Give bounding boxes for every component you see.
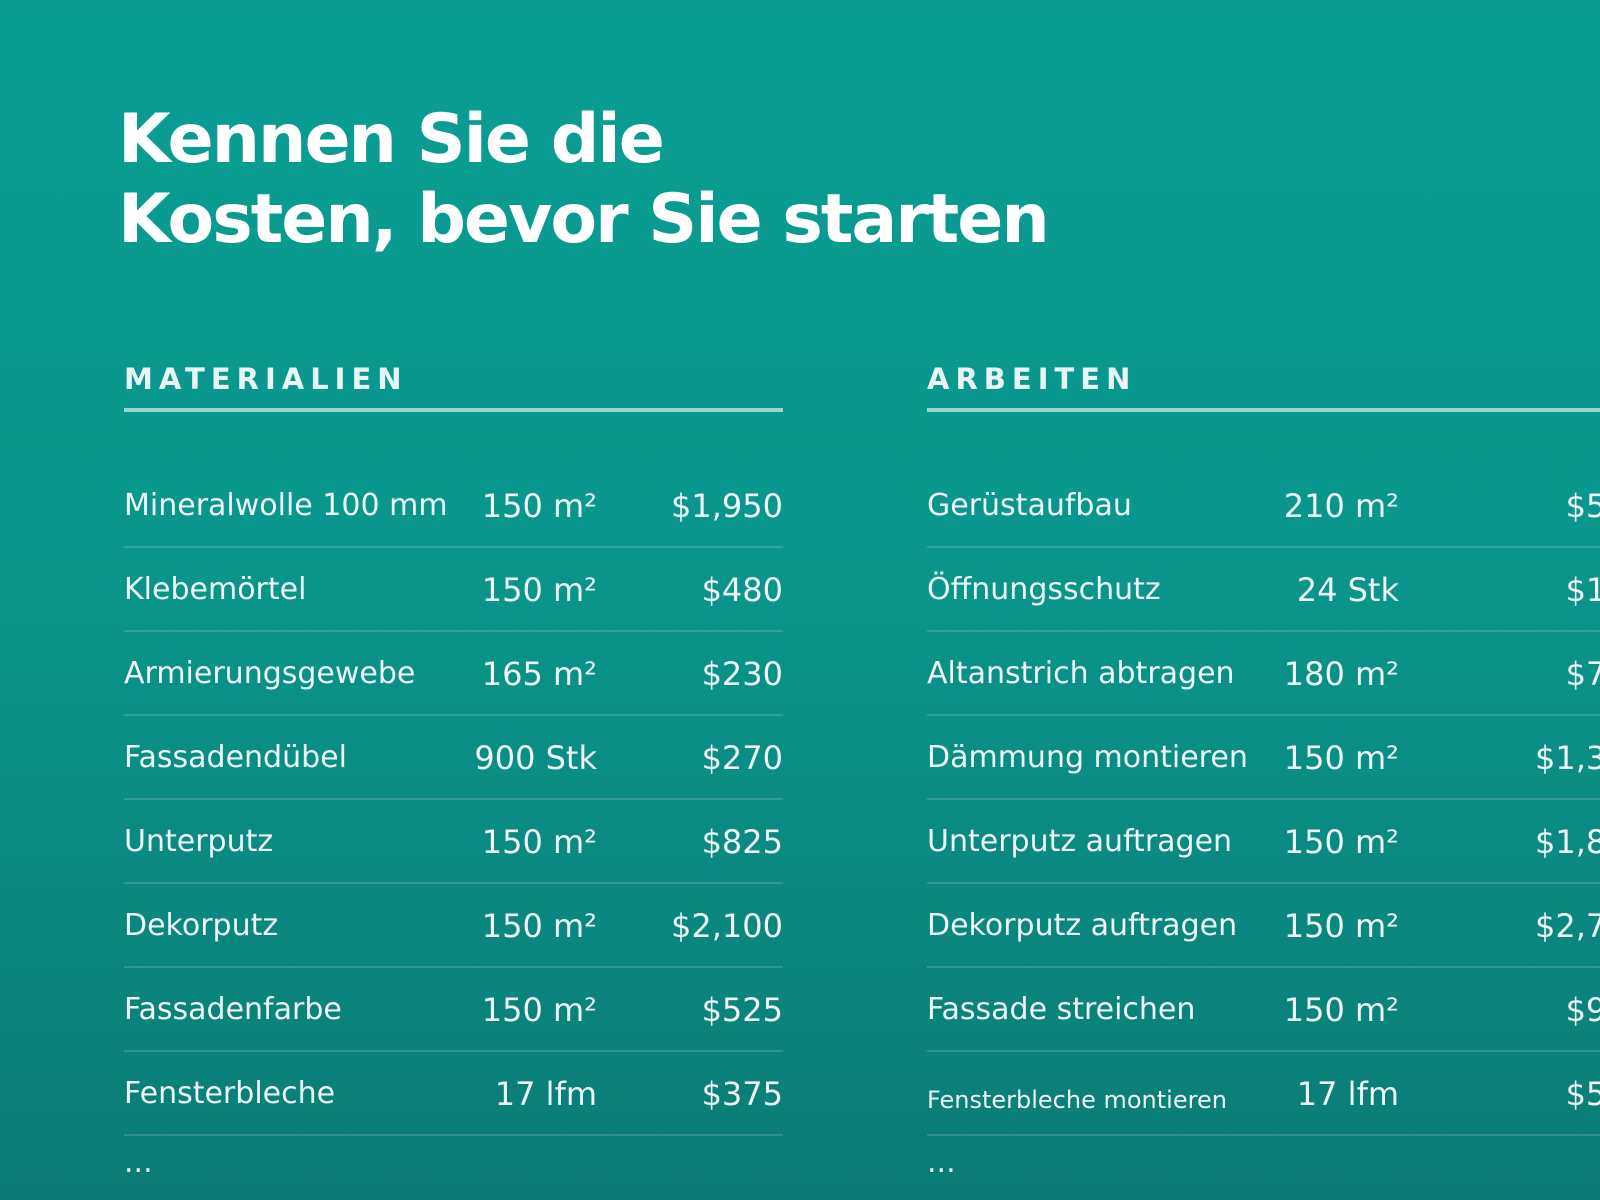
item-cost: $375 bbox=[701, 1075, 783, 1113]
item-quantity: 150 m² bbox=[1283, 991, 1399, 1029]
item-quantity: 150 m² bbox=[481, 907, 597, 945]
item-quantity: 17 lfm bbox=[494, 1075, 597, 1113]
labor-more-indicator: ... bbox=[927, 1145, 956, 1180]
table-row: Mineralwolle 100 mm 150 m² $1,950 bbox=[124, 464, 783, 548]
item-quantity: 150 m² bbox=[481, 823, 597, 861]
labor-list: Gerüstaufbau 210 m² $525 Öffnungsschutz … bbox=[927, 464, 1600, 1136]
item-name: Fassadendübel bbox=[124, 740, 347, 775]
item-cost: $900 bbox=[1565, 991, 1600, 1029]
item-quantity: 900 Stk bbox=[474, 739, 597, 777]
item-cost: $525 bbox=[701, 991, 783, 1029]
item-name: Fensterbleche bbox=[124, 1076, 336, 1111]
table-row: Öffnungsschutz 24 Stk $190 bbox=[927, 548, 1600, 632]
title-line-1: Kennen Sie die bbox=[118, 100, 665, 179]
item-name: Gerüstaufbau bbox=[927, 488, 1132, 523]
item-name: Mineralwolle 100 mm bbox=[124, 488, 448, 523]
materials-heading: MATERIALIEN bbox=[124, 360, 783, 412]
item-cost: $720 bbox=[1565, 655, 1600, 693]
item-name: Dekorputz auftragen bbox=[927, 908, 1238, 943]
table-row: Fensterbleche montieren 17 lfm $510 bbox=[927, 1052, 1600, 1136]
title-line-2: Kosten, bevor Sie starten bbox=[118, 180, 1050, 259]
item-cost: $525 bbox=[1565, 487, 1600, 525]
item-quantity: 150 m² bbox=[481, 487, 597, 525]
table-row: Fassadendübel 900 Stk $270 bbox=[124, 716, 783, 800]
labor-heading: ARBEITEN bbox=[927, 360, 1600, 412]
item-cost: $190 bbox=[1565, 571, 1600, 609]
table-row: Altanstrich abtragen 180 m² $720 bbox=[927, 632, 1600, 716]
table-row: Dekorputz auftragen 150 m² $2,700 bbox=[927, 884, 1600, 968]
item-quantity: 24 Stk bbox=[1296, 571, 1399, 609]
item-name: Dekorputz bbox=[124, 908, 279, 943]
page-title: Kennen Sie die Kosten, bevor Sie starten bbox=[118, 100, 1118, 260]
item-cost: $1,350 bbox=[1535, 739, 1600, 777]
item-quantity: 210 m² bbox=[1283, 487, 1399, 525]
table-row: Gerüstaufbau 210 m² $525 bbox=[927, 464, 1600, 548]
item-cost: $480 bbox=[701, 571, 783, 609]
item-cost: $825 bbox=[701, 823, 783, 861]
item-name: Dämmung montieren bbox=[927, 740, 1248, 775]
item-cost: $2,700 bbox=[1535, 907, 1600, 945]
item-quantity: 17 lfm bbox=[1296, 1075, 1399, 1113]
table-row: Fassade streichen 150 m² $900 bbox=[927, 968, 1600, 1052]
item-name: Armierungsgewebe bbox=[124, 656, 416, 691]
item-name: Fensterbleche montieren bbox=[927, 1086, 1227, 1114]
materials-more-indicator: ... bbox=[124, 1145, 153, 1180]
item-quantity: 150 m² bbox=[1283, 823, 1399, 861]
item-name: Fassade streichen bbox=[927, 992, 1196, 1027]
item-cost: $230 bbox=[701, 655, 783, 693]
item-quantity: 150 m² bbox=[481, 991, 597, 1029]
item-name: Altanstrich abtragen bbox=[927, 656, 1235, 691]
table-row: Dekorputz 150 m² $2,100 bbox=[124, 884, 783, 968]
item-name: Öffnungsschutz bbox=[927, 572, 1161, 607]
materials-list: Mineralwolle 100 mm 150 m² $1,950 Klebem… bbox=[124, 464, 783, 1136]
item-quantity: 150 m² bbox=[1283, 907, 1399, 945]
item-cost: $270 bbox=[701, 739, 783, 777]
item-cost: $1,800 bbox=[1535, 823, 1600, 861]
item-cost: $2,100 bbox=[671, 907, 783, 945]
table-row: Fensterbleche 17 lfm $375 bbox=[124, 1052, 783, 1136]
materials-section: MATERIALIEN Mineralwolle 100 mm 150 m² $… bbox=[124, 360, 783, 1136]
item-name: Unterputz bbox=[124, 824, 274, 859]
item-name: Unterputz auftragen bbox=[927, 824, 1233, 859]
item-quantity: 165 m² bbox=[481, 655, 597, 693]
item-quantity: 180 m² bbox=[1283, 655, 1399, 693]
item-quantity: 150 m² bbox=[481, 571, 597, 609]
table-row: Unterputz 150 m² $825 bbox=[124, 800, 783, 884]
table-row: Unterputz auftragen 150 m² $1,800 bbox=[927, 800, 1600, 884]
item-cost: $510 bbox=[1565, 1075, 1600, 1113]
item-cost: $1,950 bbox=[671, 487, 783, 525]
table-row: Dämmung montieren 150 m² $1,350 bbox=[927, 716, 1600, 800]
item-quantity: 150 m² bbox=[1283, 739, 1399, 777]
item-name: Klebemörtel bbox=[124, 572, 307, 607]
table-row: Fassadenfarbe 150 m² $525 bbox=[124, 968, 783, 1052]
item-name: Fassadenfarbe bbox=[124, 992, 342, 1027]
labor-section: ARBEITEN Gerüstaufbau 210 m² $525 Öffnun… bbox=[927, 360, 1600, 1136]
table-row: Klebemörtel 150 m² $480 bbox=[124, 548, 783, 632]
table-row: Armierungsgewebe 165 m² $230 bbox=[124, 632, 783, 716]
